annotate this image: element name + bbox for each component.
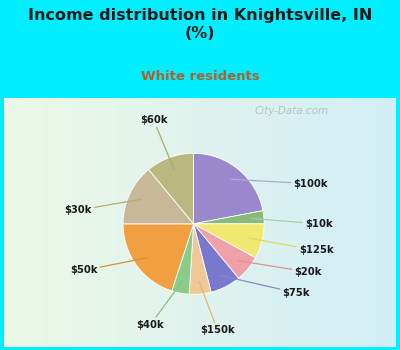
Bar [272, 98, 279, 346]
Bar [194, 98, 201, 346]
Bar [37, 98, 44, 346]
Bar [246, 98, 253, 346]
Bar [108, 98, 116, 346]
Bar [69, 98, 77, 346]
Bar [376, 98, 384, 346]
Bar [10, 98, 18, 346]
Text: $20k: $20k [238, 261, 322, 277]
Bar [50, 98, 57, 346]
Bar [167, 98, 175, 346]
Bar [17, 98, 24, 346]
Bar [278, 98, 286, 346]
Wedge shape [194, 153, 263, 224]
Bar [187, 98, 194, 346]
Bar [128, 98, 136, 346]
Text: $100k: $100k [230, 179, 328, 189]
Wedge shape [123, 224, 194, 291]
Bar [135, 98, 142, 346]
Bar [390, 98, 397, 346]
Bar [363, 98, 371, 346]
Bar [89, 98, 96, 346]
Text: $10k: $10k [251, 218, 332, 229]
Wedge shape [123, 169, 194, 224]
Bar [154, 98, 162, 346]
Bar [141, 98, 148, 346]
Bar [233, 98, 240, 346]
Text: $50k: $50k [70, 258, 147, 275]
Bar [370, 98, 377, 346]
Text: $30k: $30k [64, 199, 141, 215]
Bar [115, 98, 122, 346]
Wedge shape [194, 211, 264, 224]
Wedge shape [149, 153, 194, 224]
Bar [252, 98, 260, 346]
Bar [239, 98, 246, 346]
Text: $60k: $60k [140, 115, 174, 169]
Bar [292, 98, 299, 346]
Bar [206, 98, 214, 346]
Bar [318, 98, 325, 346]
Bar [324, 98, 332, 346]
Bar [331, 98, 338, 346]
Bar [82, 98, 90, 346]
Text: White residents: White residents [141, 70, 259, 83]
Bar [311, 98, 318, 346]
Bar [148, 98, 155, 346]
Bar [96, 98, 103, 346]
Bar [63, 98, 70, 346]
Bar [122, 98, 129, 346]
Text: $150k: $150k [199, 281, 235, 335]
Wedge shape [194, 224, 238, 292]
Bar [43, 98, 50, 346]
Text: $40k: $40k [136, 281, 183, 330]
Bar [383, 98, 390, 346]
Wedge shape [194, 224, 264, 258]
Bar [174, 98, 181, 346]
Bar [304, 98, 312, 346]
Bar [285, 98, 292, 346]
Bar [161, 98, 168, 346]
Bar [226, 98, 234, 346]
Bar [265, 98, 273, 346]
Text: Income distribution in Knightsville, IN
(%): Income distribution in Knightsville, IN … [28, 8, 372, 41]
Wedge shape [194, 224, 256, 278]
Bar [350, 98, 358, 346]
Bar [24, 98, 31, 346]
Text: City-Data.com: City-Data.com [254, 106, 328, 116]
Bar [200, 98, 207, 346]
Bar [102, 98, 109, 346]
Bar [56, 98, 64, 346]
Bar [76, 98, 83, 346]
Bar [4, 98, 11, 346]
Bar [220, 98, 227, 346]
Bar [298, 98, 305, 346]
Text: $125k: $125k [250, 238, 334, 255]
Text: $75k: $75k [220, 275, 310, 298]
Bar [213, 98, 220, 346]
Bar [180, 98, 188, 346]
Bar [344, 98, 351, 346]
Wedge shape [172, 224, 194, 294]
Bar [259, 98, 266, 346]
Wedge shape [189, 224, 211, 294]
Bar [357, 98, 364, 346]
Bar [30, 98, 38, 346]
Bar [337, 98, 344, 346]
